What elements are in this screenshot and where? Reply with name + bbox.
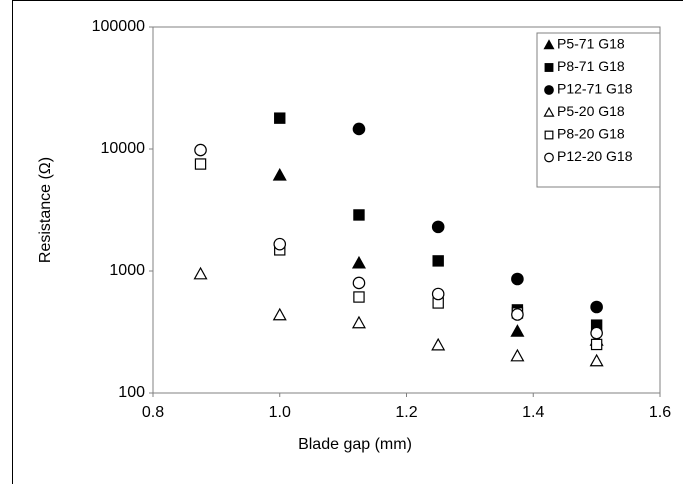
- marker-square: [432, 255, 444, 267]
- marker-triangle: [193, 266, 208, 280]
- legend: [536, 32, 661, 188]
- marker-circle: [352, 276, 366, 290]
- x-tick-label: 1.4: [522, 404, 544, 421]
- x-tick-label: 0.8: [142, 404, 164, 421]
- marker-circle: [544, 85, 554, 95]
- marker-square: [194, 158, 207, 170]
- y-tick-label: 100000: [92, 18, 145, 35]
- marker-circle: [511, 308, 524, 321]
- marker-circle: [544, 152, 554, 163]
- x-axis-label: Blade gap (mm): [298, 436, 412, 453]
- marker-circle: [431, 287, 445, 301]
- marker-triangle: [351, 255, 366, 269]
- legend-label: P8-71 G18: [557, 58, 625, 74]
- marker-square: [544, 130, 554, 140]
- x-tick-label: 1.0: [269, 404, 291, 421]
- marker-triangle: [431, 337, 446, 351]
- marker-square: [274, 112, 286, 124]
- marker-circle: [590, 326, 603, 340]
- legend-label: P5-71 G18: [557, 36, 625, 52]
- x-tick-label: 1.2: [395, 404, 417, 421]
- legend-label: P12-20 G18: [557, 148, 633, 164]
- marker-triangle: [543, 106, 555, 117]
- marker-triangle: [272, 307, 287, 321]
- marker-circle: [273, 237, 287, 251]
- y-tick-label: 100: [118, 384, 145, 401]
- marker-square: [544, 63, 554, 72]
- marker-circle: [352, 122, 366, 136]
- x-tick-label: 1.6: [649, 404, 671, 421]
- marker-circle: [590, 300, 603, 314]
- y-tick-label: 10000: [101, 140, 146, 157]
- legend-label: P5-20 G18: [557, 103, 625, 119]
- marker-triangle: [510, 324, 525, 337]
- marker-circle: [431, 220, 445, 234]
- marker-triangle: [510, 348, 525, 362]
- marker-square: [590, 338, 603, 351]
- marker-circle: [511, 272, 524, 286]
- marker-circle: [194, 143, 207, 157]
- marker-triangle: [589, 353, 604, 367]
- legend-label: P12-71 G18: [557, 81, 633, 97]
- marker-triangle: [543, 39, 555, 50]
- marker-square: [353, 209, 365, 221]
- y-tick-label: 1000: [109, 262, 145, 279]
- y-axis-label: Resistance (Ω): [37, 157, 54, 263]
- marker-triangle: [351, 315, 366, 329]
- marker-square: [353, 291, 365, 303]
- legend-label: P8-20 G18: [557, 126, 625, 142]
- marker-triangle: [272, 167, 287, 181]
